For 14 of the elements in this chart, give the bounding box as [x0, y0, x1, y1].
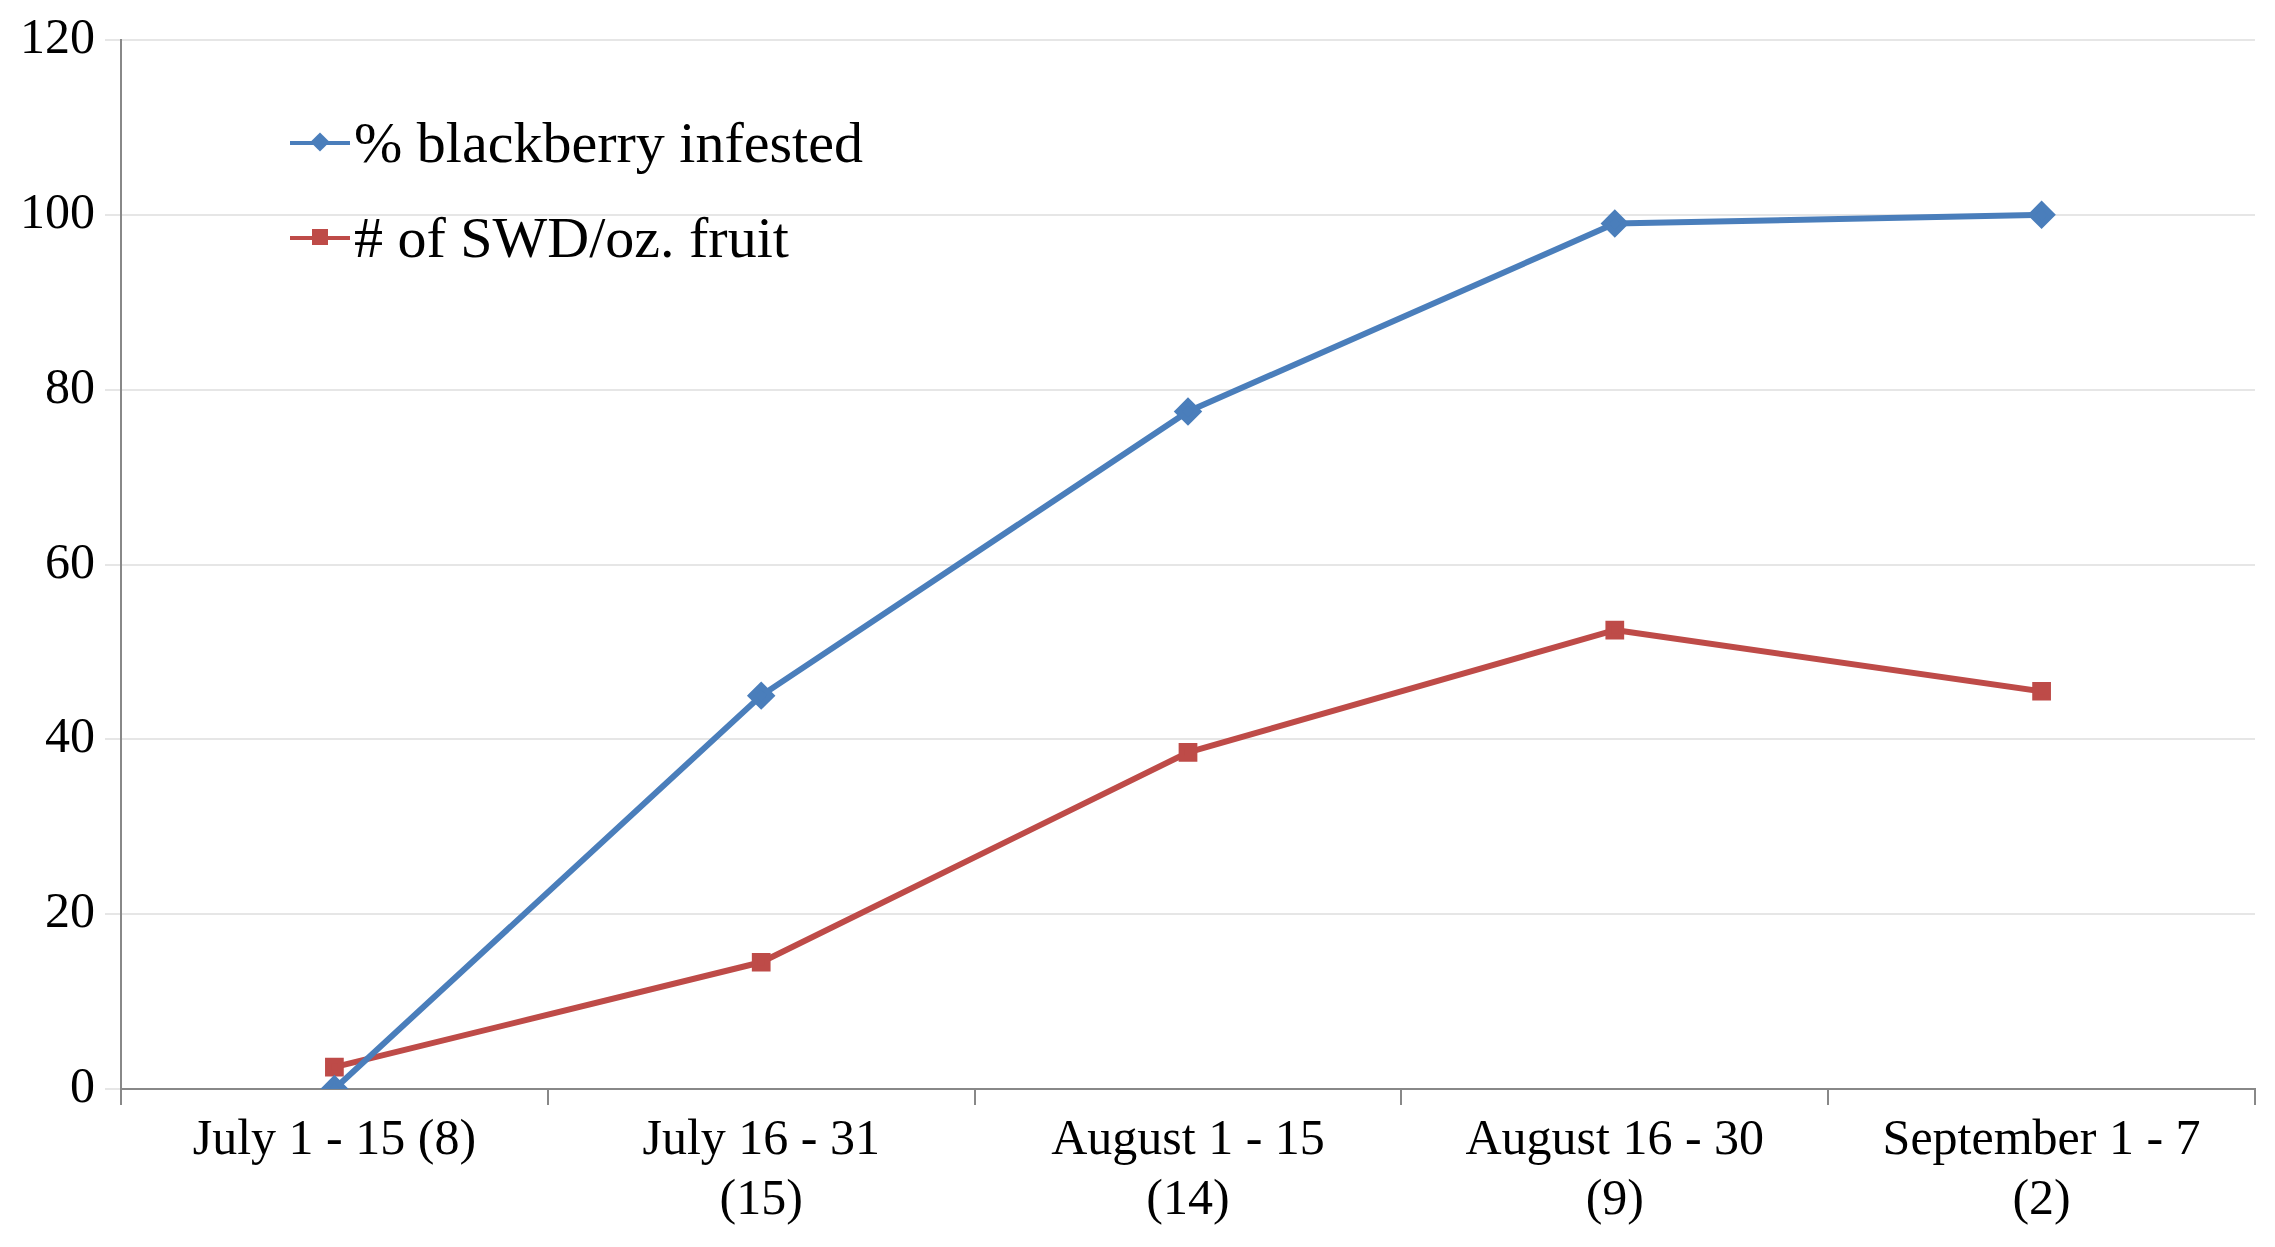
y-tick-label: 80 — [45, 357, 95, 414]
x-tick-label: July 16 - 31 (15) — [642, 1109, 880, 1226]
y-tick-label: 20 — [45, 882, 95, 939]
y-tick-label: 40 — [45, 707, 95, 764]
x-tick-label: August 16 - 30 (9) — [1465, 1109, 1765, 1226]
y-tick-label: 100 — [20, 182, 95, 239]
y-tick-label: 0 — [70, 1057, 95, 1114]
y-tick-label: 60 — [45, 532, 95, 589]
x-tick-label: July 1 - 15 (8) — [192, 1109, 477, 1166]
x-tick-label: August 1 - 15 (14) — [1051, 1109, 1325, 1226]
legend-label: # of SWD/oz. fruit — [354, 204, 789, 271]
legend-label: % blackberry infested — [354, 109, 863, 176]
y-tick-label: 120 — [20, 8, 95, 65]
x-tick-label: September 1 - 7 (2) — [1882, 1109, 2201, 1226]
